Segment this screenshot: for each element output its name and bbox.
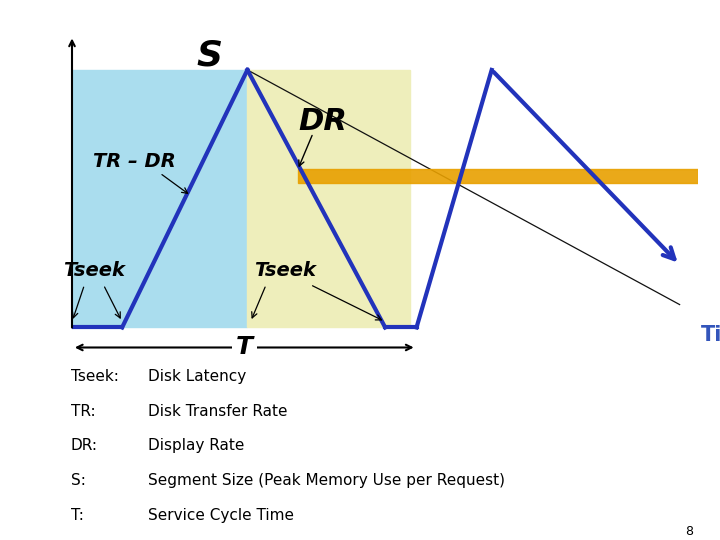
Bar xyxy=(72,70,248,327)
Text: 8: 8 xyxy=(685,525,693,538)
Bar xyxy=(297,168,698,183)
Bar xyxy=(248,70,410,327)
Text: T:: T: xyxy=(71,508,84,523)
Text: Disk Transfer Rate: Disk Transfer Rate xyxy=(148,404,288,418)
Text: Tseek: Tseek xyxy=(63,261,125,280)
Text: S:: S: xyxy=(71,473,86,488)
Text: TR – DR: TR – DR xyxy=(94,152,176,171)
Text: Service Cycle Time: Service Cycle Time xyxy=(148,508,294,523)
Text: Segment Size (Peak Memory Use per Request): Segment Size (Peak Memory Use per Reques… xyxy=(148,473,505,488)
Text: Disk Latency: Disk Latency xyxy=(148,369,246,384)
Text: TR:: TR: xyxy=(71,404,95,418)
Text: DR:: DR: xyxy=(71,438,98,454)
Text: Tseek:: Tseek: xyxy=(71,369,118,384)
Text: Display Rate: Display Rate xyxy=(148,438,245,454)
Text: T: T xyxy=(235,335,253,360)
Text: S: S xyxy=(197,39,222,72)
Text: Time: Time xyxy=(701,325,720,345)
Text: Tseek: Tseek xyxy=(254,261,316,280)
Text: DR: DR xyxy=(298,107,347,136)
